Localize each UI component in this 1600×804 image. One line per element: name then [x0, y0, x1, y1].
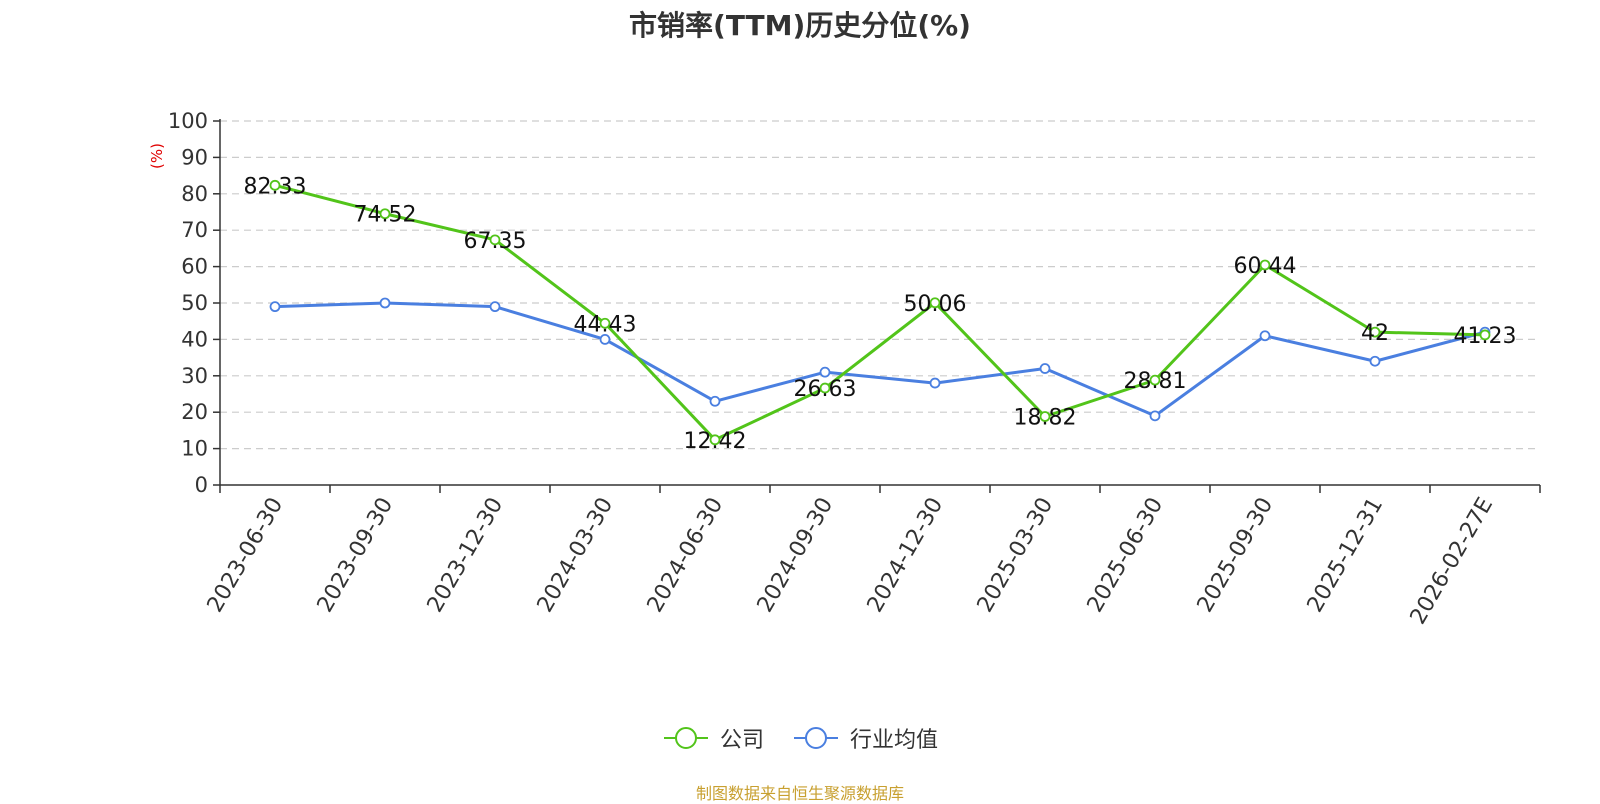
data-point — [1369, 355, 1381, 367]
data-label: 50.06 — [904, 292, 967, 317]
data-point — [1479, 329, 1491, 341]
y-tick-label: 50 — [181, 291, 208, 315]
x-tick-label: 2025-09-30 — [1193, 494, 1279, 617]
chart-title: 市销率(TTM)历史分位(%) — [629, 9, 971, 42]
data-point — [929, 297, 941, 309]
y-tick-label: 70 — [181, 218, 208, 242]
data-point — [819, 382, 831, 394]
data-label: 18.82 — [1014, 405, 1077, 430]
data-point — [1149, 410, 1161, 422]
data-point — [269, 179, 281, 191]
data-point — [1039, 411, 1051, 422]
data-point — [379, 208, 391, 220]
y-tick-label: 0 — [195, 473, 208, 497]
data-point — [379, 297, 391, 309]
y-tick-label: 80 — [181, 182, 208, 206]
data-label: 26.63 — [794, 377, 857, 402]
x-tick-label: 2023-12-30 — [423, 494, 509, 617]
y-axis-unit: (%) — [148, 143, 166, 169]
data-point — [269, 301, 281, 313]
data-label: 41.23 — [1454, 324, 1517, 349]
data-point — [1039, 363, 1051, 374]
data-label: 42 — [1361, 321, 1389, 346]
x-tick-label: 2025-06-30 — [1083, 494, 1169, 617]
data-point — [599, 317, 611, 329]
x-tick-label: 2024-09-30 — [753, 494, 839, 617]
data-label: 82.33 — [244, 174, 307, 199]
legend-label: 行业均值 — [850, 728, 939, 753]
legend-label: 公司 — [719, 728, 764, 753]
data-point — [1369, 326, 1381, 338]
x-tick-label: 2025-03-30 — [973, 494, 1059, 617]
legend: 公司 行业均值 — [0, 722, 1600, 754]
x-tick-label: 2024-12-30 — [863, 494, 949, 617]
data-label: 12.42 — [684, 429, 747, 454]
x-tick-label: 2023-06-30 — [203, 494, 289, 617]
data-point — [819, 366, 831, 378]
data-label: 44.43 — [574, 312, 637, 337]
legend-line-circle-icon — [662, 726, 710, 750]
y-tick-label: 10 — [181, 437, 208, 461]
source-note: 制图数据来自恒生聚源数据库 — [695, 784, 904, 803]
data-point — [929, 377, 941, 389]
data-label: 67.35 — [464, 229, 527, 254]
data-point — [489, 301, 501, 313]
x-tick-label: 2024-03-30 — [533, 494, 619, 617]
x-tick-label: 2024-06-30 — [643, 494, 729, 617]
x-tick-label: 2026-02-27E — [1406, 494, 1499, 629]
data-point — [599, 333, 611, 345]
data-point — [709, 395, 721, 407]
data-point — [1259, 330, 1271, 342]
series-line-company — [274, 183, 1486, 442]
series-line-industry — [274, 301, 1486, 418]
y-tick-label: 60 — [181, 255, 208, 279]
legend-item-industry[interactable]: 行业均值 — [792, 722, 938, 754]
x-tick-label: 2023-09-30 — [313, 494, 399, 617]
y-tick-label: 100 — [168, 109, 208, 133]
legend-line-circle-icon — [792, 726, 840, 750]
data-point — [489, 234, 501, 246]
y-tick-label: 90 — [181, 145, 208, 169]
y-tick-label: 40 — [181, 327, 208, 351]
y-tick-label: 20 — [181, 400, 208, 424]
data-label: 74.52 — [354, 203, 417, 228]
grid-lines — [220, 120, 1540, 450]
data-label: 60.44 — [1234, 254, 1297, 279]
data-point — [1259, 259, 1271, 271]
legend-item-company[interactable]: 公司 — [662, 722, 764, 754]
x-tick-label: 2025-12-31 — [1303, 494, 1389, 617]
data-point — [1149, 374, 1161, 386]
data-labels: 82.33 74.52 67.35 44.43 12.42 26.63 50.06 18.82… — [244, 174, 1517, 453]
y-tick-label: 30 — [181, 364, 208, 388]
data-label: 28.81 — [1124, 369, 1187, 394]
series-lines — [269, 179, 1491, 446]
data-point — [709, 434, 721, 446]
axes: 0 10 20 30 40 50 60 70 80 90 100(%) 2023-06-30 2023-… — [148, 109, 1541, 629]
